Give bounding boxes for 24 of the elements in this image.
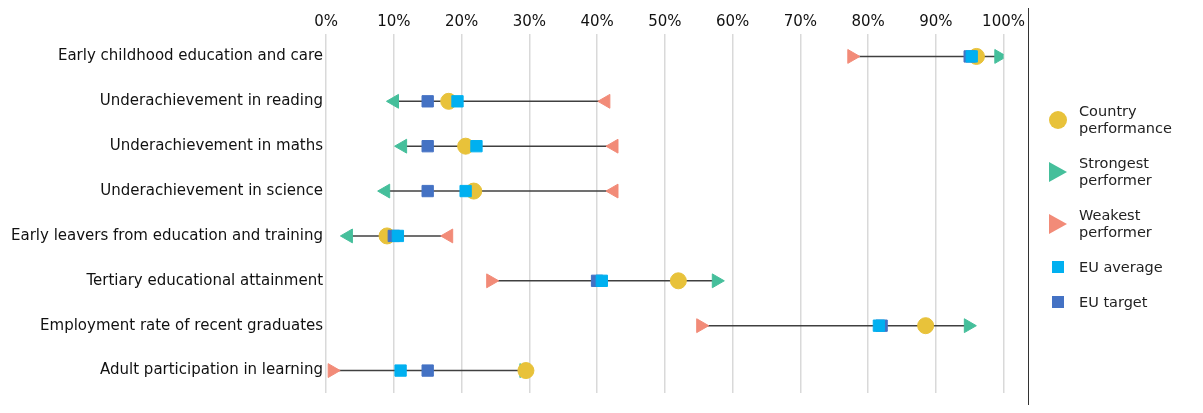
x-tick-label: 40%: [580, 11, 614, 30]
y-tick-label: Early childhood education and care: [57, 46, 324, 65]
legend-label: EU average: [1079, 258, 1164, 276]
legend-label: Strongest performer: [1079, 154, 1153, 189]
y-tick-label: Underachievement in reading: [99, 91, 324, 110]
x-tick-label: 10%: [377, 11, 411, 30]
y-tick-label: Underachievement in science: [100, 180, 324, 199]
x-tick-label: 80%: [851, 11, 885, 30]
y-tick-label: Employment rate of recent graduates: [40, 315, 324, 334]
y-tick-label: Adult participation in learning: [100, 360, 324, 379]
y-tick-label: Underachievement in maths: [109, 136, 324, 155]
x-tick-label: 0%: [314, 11, 338, 30]
y-tick-label: Tertiary educational attainment: [85, 270, 324, 289]
x-tick-label: 60%: [715, 11, 750, 30]
x-tick-label: 20%: [444, 11, 479, 30]
x-tick-label: 70%: [783, 11, 817, 30]
legend-label: Country performance: [1079, 102, 1173, 137]
x-tick-label: 100%: [982, 11, 1025, 30]
y-tick-label: Early leavers from education and training: [10, 225, 324, 244]
legend-label: Weakest performer: [1079, 206, 1153, 241]
x-tick-label: 90%: [919, 11, 953, 30]
x-tick-label: 30%: [512, 11, 546, 30]
legend-label: EU target: [1079, 293, 1149, 311]
x-tick-label: 50%: [648, 11, 682, 30]
